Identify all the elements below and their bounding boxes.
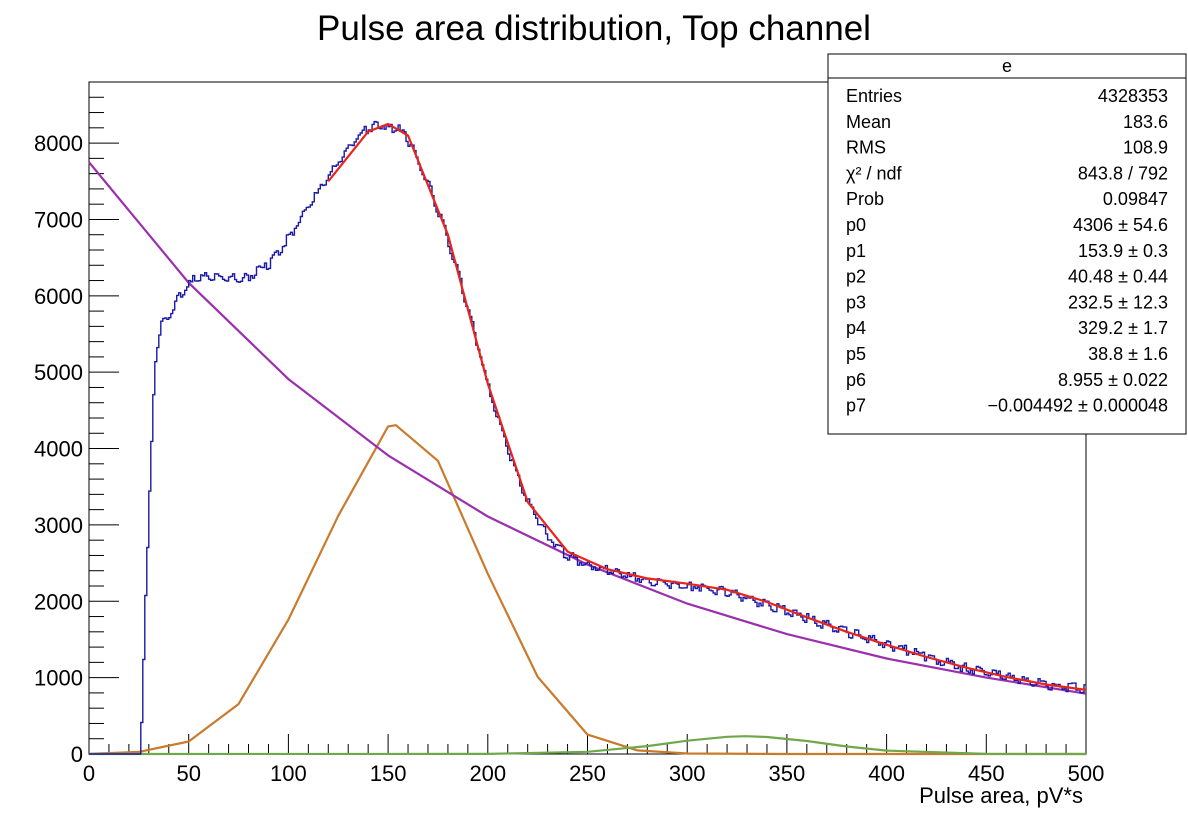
stats-row-label: p6 xyxy=(846,370,866,390)
x-tick-label: 450 xyxy=(968,761,1005,786)
y-axis-tick-labels: 0 1000 2000 3000 4000 5000 6000 7000 8000 xyxy=(34,131,83,767)
y-tick-label: 2000 xyxy=(34,589,83,614)
exponential-curve xyxy=(88,161,1087,695)
stats-row-label: χ² / ndf xyxy=(846,163,902,183)
stats-box-title: e xyxy=(1002,56,1012,76)
stats-row-value: 183.6 xyxy=(1123,112,1168,132)
stats-row-value: 4328353 xyxy=(1098,86,1168,106)
series-layer xyxy=(88,120,1087,756)
stats-box-rows: Entries 4328353 Mean 183.6 RMS 108.9 χ² / ndf 8… xyxy=(846,86,1168,416)
x-tick-label: 400 xyxy=(868,761,905,786)
stats-row-value: 8.955 ± 0.022 xyxy=(1058,370,1168,390)
stats-row-label: Prob xyxy=(846,189,884,209)
stats-row-value: 4306 ± 54.6 xyxy=(1073,215,1168,235)
y-tick-label: 4000 xyxy=(34,437,83,462)
y-tick-label: 1000 xyxy=(34,666,83,691)
stats-row-value: 38.8 ± 1.6 xyxy=(1088,344,1168,364)
stats-row-label: p0 xyxy=(846,215,866,235)
stats-box: e Entries 4328353 Mean 183.6 RMS 108.9 χ² / nd… xyxy=(827,53,1187,435)
stats-row-value: 108.9 xyxy=(1123,138,1168,158)
chart-title: Pulse area distribution, Top channel xyxy=(317,9,871,48)
stats-row-label: Mean xyxy=(846,112,891,132)
y-tick-label: 8000 xyxy=(34,131,83,156)
x-tick-label: 350 xyxy=(769,761,806,786)
y-tick-label: 6000 xyxy=(34,284,83,309)
stats-row-value: 153.9 ± 0.3 xyxy=(1078,241,1168,261)
y-tick-label: 7000 xyxy=(34,207,83,232)
stats-row-label: p4 xyxy=(846,318,866,338)
x-axis-tick-labels: 0 50 100 150 200 250 300 350 400 450 500 xyxy=(83,761,1104,786)
x-tick-label: 500 xyxy=(1068,761,1105,786)
stats-row-label: p7 xyxy=(846,396,866,416)
x-tick-label: 150 xyxy=(370,761,407,786)
stats-row-label: Entries xyxy=(846,86,902,106)
total-fit-curve xyxy=(327,122,1087,691)
stats-row-label: RMS xyxy=(846,138,886,158)
y-axis-ticks xyxy=(89,81,119,755)
x-tick-label: 50 xyxy=(176,761,200,786)
x-tick-label: 0 xyxy=(83,761,95,786)
x-axis-label: Pulse area, pV*s xyxy=(919,783,1083,808)
stats-row-value: 329.2 ± 1.7 xyxy=(1078,318,1168,338)
stats-row-value: 232.5 ± 12.3 xyxy=(1068,292,1168,312)
y-tick-label: 5000 xyxy=(34,360,83,385)
stats-row-label: p3 xyxy=(846,292,866,312)
x-tick-label: 200 xyxy=(469,761,506,786)
x-tick-label: 100 xyxy=(270,761,307,786)
gaussian-curve xyxy=(88,735,1087,756)
data-histogram xyxy=(89,120,1086,755)
x-tick-label: 250 xyxy=(569,761,606,786)
x-tick-label: 300 xyxy=(669,761,706,786)
y-tick-label: 3000 xyxy=(34,513,83,538)
gaussian-curve xyxy=(88,424,1086,756)
stats-row-value: 843.8 / 792 xyxy=(1078,163,1168,183)
stats-row-value: 0.09847 xyxy=(1103,189,1168,209)
stats-row-value: 40.48 ± 0.44 xyxy=(1068,267,1168,287)
stats-row-label: p1 xyxy=(846,241,866,261)
stats-box-frame xyxy=(827,53,1187,435)
y-tick-label: 0 xyxy=(71,742,83,767)
stats-row-value: −0.004492 ± 0.000048 xyxy=(987,396,1168,416)
stats-row-label: p2 xyxy=(846,267,866,287)
stats-row-label: p5 xyxy=(846,344,866,364)
